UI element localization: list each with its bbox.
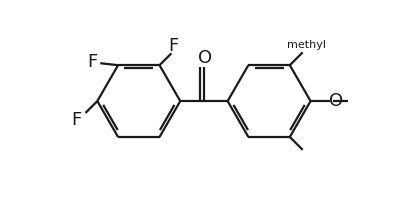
Text: O: O [329,92,343,110]
Text: F: F [72,111,82,129]
Text: F: F [168,37,178,56]
Text: O: O [198,49,212,67]
Text: methyl: methyl [287,40,326,51]
Text: F: F [87,53,98,71]
